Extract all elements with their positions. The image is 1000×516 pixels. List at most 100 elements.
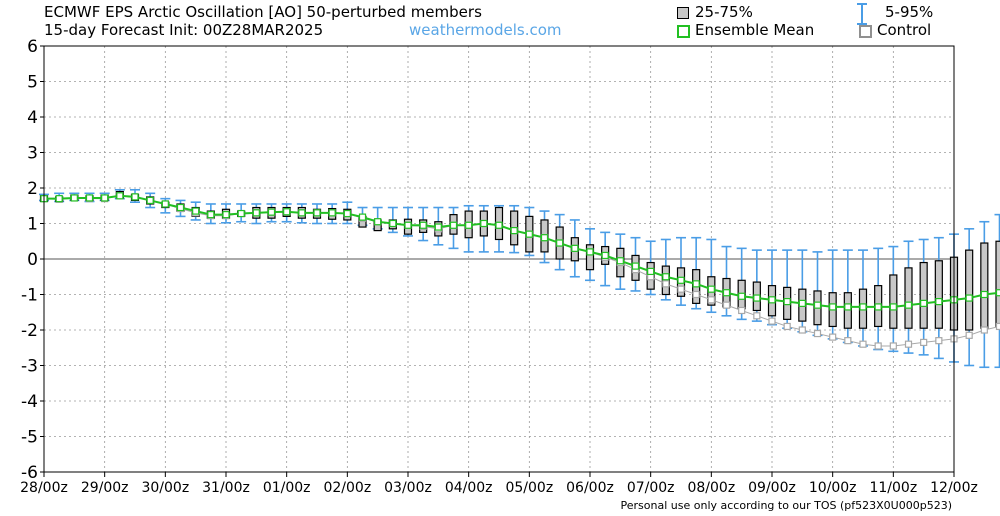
mean-point (237, 209, 245, 218)
mean-point (844, 303, 852, 311)
x-tick-label: 12/00z (930, 480, 978, 496)
mean-point (207, 211, 215, 219)
x-tick-label: 30/00z (141, 480, 189, 496)
control-point (692, 290, 700, 299)
grid-lines (44, 46, 954, 472)
iqr-box (904, 267, 913, 329)
y-tick-label: 3 (27, 144, 38, 164)
mean-point (343, 209, 351, 218)
mean-point (283, 208, 291, 216)
site-link[interactable]: weathermodels.com (409, 21, 562, 39)
x-tick-label: 11/00z (869, 480, 917, 496)
control-point (829, 333, 837, 341)
mean-legend-label: Ensemble Mean (695, 21, 815, 39)
control-point (904, 340, 913, 348)
iqr-box (980, 242, 989, 329)
mean-point (859, 303, 867, 311)
control-line (43, 195, 1000, 347)
mean-point (631, 262, 640, 270)
control-legend-icon (859, 25, 872, 38)
mean-point (768, 296, 776, 304)
x-tick-label: 09/00z (748, 480, 796, 496)
mean-point (222, 211, 230, 219)
mean-point (722, 289, 731, 297)
whisker-legend-icon (857, 3, 867, 25)
y-tick-label: -2 (21, 321, 38, 341)
mean-point (920, 299, 928, 307)
mean-point (586, 248, 594, 256)
footer-note: Personal use only according to our TOS (… (620, 499, 952, 512)
iqr-box (995, 240, 1000, 328)
iqr-box (934, 260, 943, 329)
iqr-box (919, 261, 928, 329)
x-tick-label: 03/00z (384, 480, 432, 496)
y-tick-label: 6 (27, 37, 38, 57)
mean-point (525, 230, 533, 238)
mean-point (161, 200, 169, 208)
mean-point (571, 244, 579, 252)
x-tick-label: 06/00z (566, 480, 614, 496)
mean-point (813, 301, 822, 309)
mean-point (692, 280, 700, 288)
control-point (920, 338, 928, 347)
control-point (738, 306, 746, 315)
mean-point (874, 303, 882, 311)
mean-point (404, 221, 412, 229)
mean-point (510, 227, 518, 235)
iqr-box (585, 244, 595, 271)
mean-point (313, 209, 321, 217)
control-point (995, 322, 1000, 331)
control-point (813, 329, 822, 338)
mean-point (556, 239, 564, 247)
x-tick-label: 28/00z (20, 480, 68, 496)
mean-point (55, 195, 63, 203)
control-point (677, 285, 685, 293)
control-point (935, 337, 943, 345)
control-point (753, 312, 761, 320)
mean-point (495, 221, 503, 229)
iqr-boxes-group (39, 190, 1000, 331)
mean-point (980, 290, 988, 299)
mean-point (616, 257, 624, 265)
mean-point (374, 218, 382, 226)
iqr-box (889, 274, 898, 329)
x-tick-label: 10/00z (809, 480, 857, 496)
mean-line (44, 194, 1000, 308)
mean-point (358, 213, 367, 221)
mean-point (252, 209, 260, 217)
control-point (874, 342, 882, 350)
x-tick-label: 08/00z (687, 480, 735, 496)
mean-point (829, 303, 837, 311)
control-legend-label: Control (877, 21, 932, 39)
control-point (980, 326, 988, 334)
whiskers-group (39, 188, 1000, 369)
mean-point (889, 303, 897, 311)
control-point (707, 296, 715, 304)
mean-point (738, 292, 746, 300)
y-tick-label: 5 (27, 73, 38, 93)
x-tick-label: 07/00z (627, 480, 675, 496)
control-point (965, 331, 973, 339)
x-tick-label: 29/00z (81, 480, 129, 496)
mean-point (449, 221, 458, 229)
mean-point (70, 194, 78, 202)
mean-point (540, 234, 549, 242)
y-tick-label: 0 (27, 250, 38, 270)
mean-point (176, 203, 185, 212)
mean-point (904, 301, 913, 309)
x-tick-label: 31/00z (202, 480, 250, 496)
mean-point (267, 208, 276, 216)
mean-point (480, 219, 488, 228)
mean-point (935, 298, 943, 306)
control-point (722, 301, 731, 309)
iqr-legend-icon (677, 7, 689, 19)
mean-series (40, 192, 1000, 311)
mean-point (662, 273, 670, 281)
mean-legend-icon (677, 25, 690, 38)
mean-point (434, 223, 442, 231)
chart-subtitle: 15-day Forecast Init: 00Z28MAR2025 (44, 21, 324, 39)
y-tick-label: 4 (27, 108, 38, 128)
mean-point (707, 285, 715, 293)
y-tick-label: -1 (21, 286, 38, 306)
mean-point (101, 194, 109, 202)
